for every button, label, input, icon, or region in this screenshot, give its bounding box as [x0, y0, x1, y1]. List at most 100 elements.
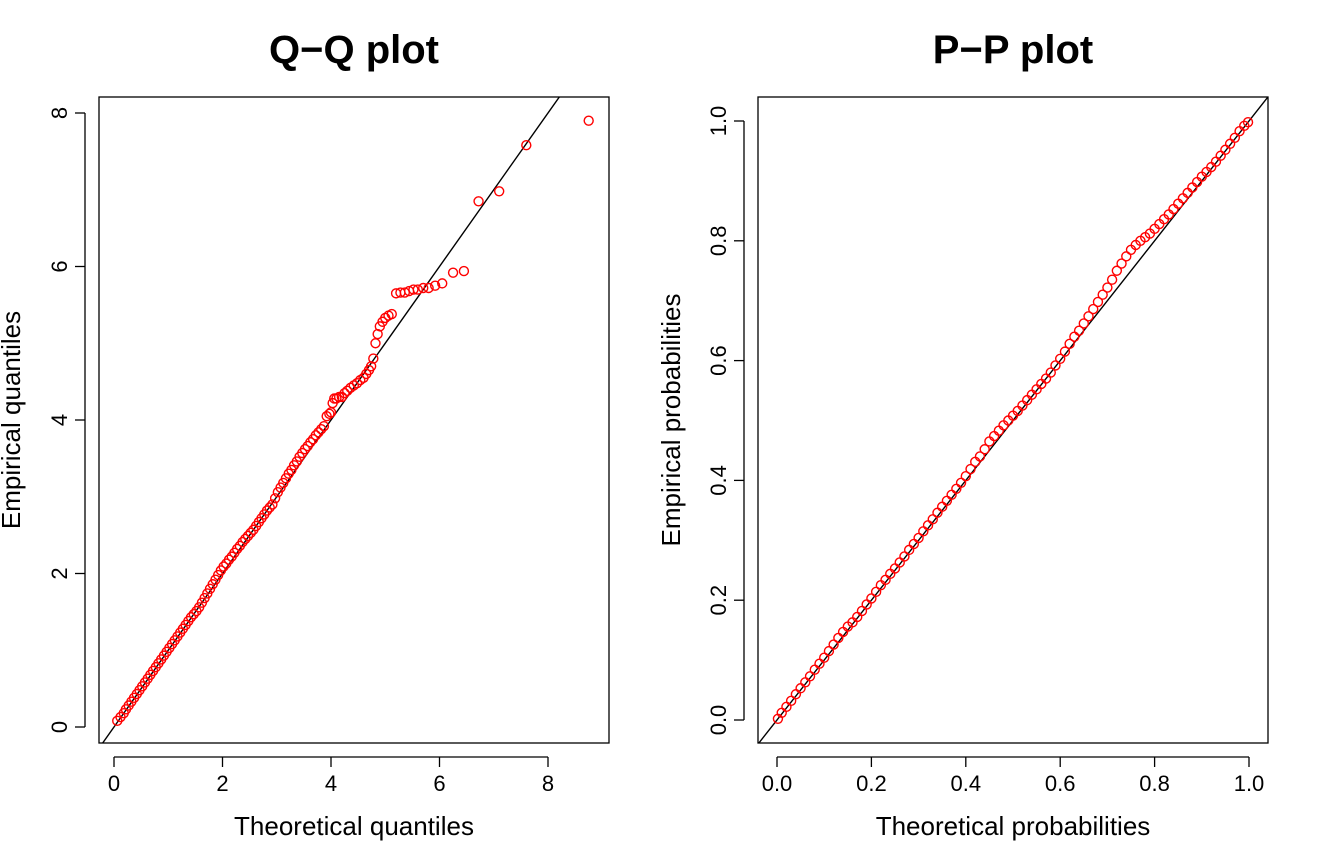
pp-data-point: [800, 677, 811, 688]
qq-plot-panel: Q−Q plot Theoretical quantiles Empirical…: [0, 28, 610, 841]
qq-data-point: [437, 278, 448, 289]
qq-data-point: [245, 527, 256, 539]
pp-data-point: [960, 471, 971, 482]
qq-data-point: [447, 267, 459, 278]
qq-data-point: [583, 115, 594, 126]
pp-data-point: [1073, 325, 1085, 336]
pp-data-point: [1050, 360, 1061, 371]
qq-data-point: [370, 338, 381, 349]
qq-data-point: [231, 543, 243, 555]
pp-plot-frame: [757, 96, 1269, 744]
pp-axis-ticks: 0.0 0.2 0.4 0.6 0.8 1.0 0.0 0.2 0.4 0.6 0.8 1.0: [706, 106, 1264, 796]
qq-data-point: [305, 437, 316, 448]
pp-y-tick-label: 0.4: [706, 465, 731, 496]
qq-data-point: [348, 380, 359, 391]
pp-data-point: [1220, 144, 1231, 155]
pp-y-tick-label: 0.6: [706, 345, 731, 376]
pp-data-point: [1031, 384, 1042, 395]
qq-data-point: [185, 612, 197, 623]
pp-data-point: [1242, 116, 1254, 128]
qq-data-point: [331, 393, 342, 404]
pp-data-point: [1215, 150, 1226, 161]
pp-data-point: [852, 611, 863, 623]
pp-data-point: [1234, 125, 1245, 137]
pp-x-tick-label: 0.8: [1139, 771, 1170, 796]
qq-data-point: [324, 408, 335, 420]
pp-plot-panel: P−P plot Theoretical probabilities Empir…: [656, 28, 1269, 841]
pp-data-point: [965, 463, 976, 475]
pp-data-point: [974, 451, 986, 462]
pp-data-point: [1088, 303, 1099, 315]
pp-data-point: [1182, 187, 1193, 199]
pp-data-point: [899, 551, 910, 562]
qq-data-point: [316, 424, 327, 435]
pp-data-point: [1121, 251, 1132, 262]
qq-data-point: [310, 430, 322, 441]
pp-data-point: [988, 430, 1000, 442]
pp-data-point: [781, 701, 792, 713]
pp-data-point: [889, 563, 901, 574]
qq-y-tick-label: 0: [47, 721, 72, 733]
qq-data-point: [237, 536, 248, 548]
pp-data-point: [1116, 258, 1127, 269]
qq-data-point: [223, 554, 235, 565]
pp-data-point: [970, 456, 981, 468]
qq-y-tick-label: 4: [47, 414, 72, 426]
qq-data-point: [342, 385, 353, 397]
qq-data-point: [423, 282, 434, 294]
qq-data-point: [355, 374, 366, 386]
pp-data-point: [1111, 265, 1123, 276]
pp-data-point: [785, 695, 797, 707]
pp-data-point: [993, 425, 1005, 436]
qq-data-point: [261, 505, 273, 516]
pp-y-tick-label: 0.2: [706, 585, 731, 616]
pp-plot-title: P−P plot: [933, 28, 1093, 72]
qq-data-point: [493, 186, 505, 197]
qq-data-point: [412, 284, 423, 295]
pp-data-point: [795, 683, 806, 694]
pp-data-point: [861, 599, 872, 610]
pp-data-point: [856, 605, 868, 617]
pp-data-point: [1083, 311, 1094, 322]
pp-x-tick-label: 1.0: [1234, 771, 1265, 796]
qq-data-point: [351, 377, 363, 389]
pp-y-tick-label: 0.8: [706, 226, 731, 257]
pp-y-tick-label: 0.0: [706, 705, 731, 736]
pp-data-point: [1064, 338, 1075, 350]
qq-data-point: [269, 493, 281, 504]
pp-data-point: [1229, 132, 1241, 143]
pp-x-tick-label: 0.0: [762, 771, 793, 796]
qq-x-axis-label: Theoretical quantiles: [234, 811, 474, 841]
pp-data-point: [1168, 203, 1179, 215]
qq-data-point: [408, 284, 419, 295]
qq-data-point: [188, 608, 199, 620]
qq-data-point: [218, 561, 229, 572]
pp-data-point: [1187, 182, 1198, 193]
qq-data-point: [368, 353, 379, 364]
pp-data-point: [1224, 138, 1236, 149]
qq-y-axis-label: Empirical quantiles: [0, 311, 26, 529]
pp-data-point: [1102, 282, 1113, 293]
pp-x-tick-label: 0.6: [1045, 771, 1076, 796]
pp-data-point: [1092, 296, 1104, 308]
qq-data-point: [365, 361, 377, 372]
pp-data-point: [1106, 274, 1118, 285]
pp-data-point: [1177, 193, 1189, 204]
qq-x-tick-label: 0: [108, 771, 120, 796]
pp-data-point: [1059, 346, 1071, 357]
qq-data-point: [313, 427, 324, 438]
pp-data-point: [979, 444, 990, 455]
qq-data-point: [418, 282, 429, 294]
pp-data-point: [1097, 289, 1108, 300]
pp-plot-area: [758, 97, 1268, 743]
qq-data-point: [521, 140, 532, 151]
pp-data-point: [1054, 353, 1066, 365]
qq-x-tick-label: 6: [433, 771, 445, 796]
qq-data-point: [267, 499, 278, 510]
pp-data-point: [1172, 198, 1184, 209]
qq-data-point: [299, 443, 311, 455]
pp-data-point: [804, 671, 816, 682]
pp-x-tick-label: 0.4: [951, 771, 982, 796]
pp-y-axis-label: Empirical probabilities: [656, 294, 686, 547]
qq-y-tick-label: 2: [47, 567, 72, 579]
